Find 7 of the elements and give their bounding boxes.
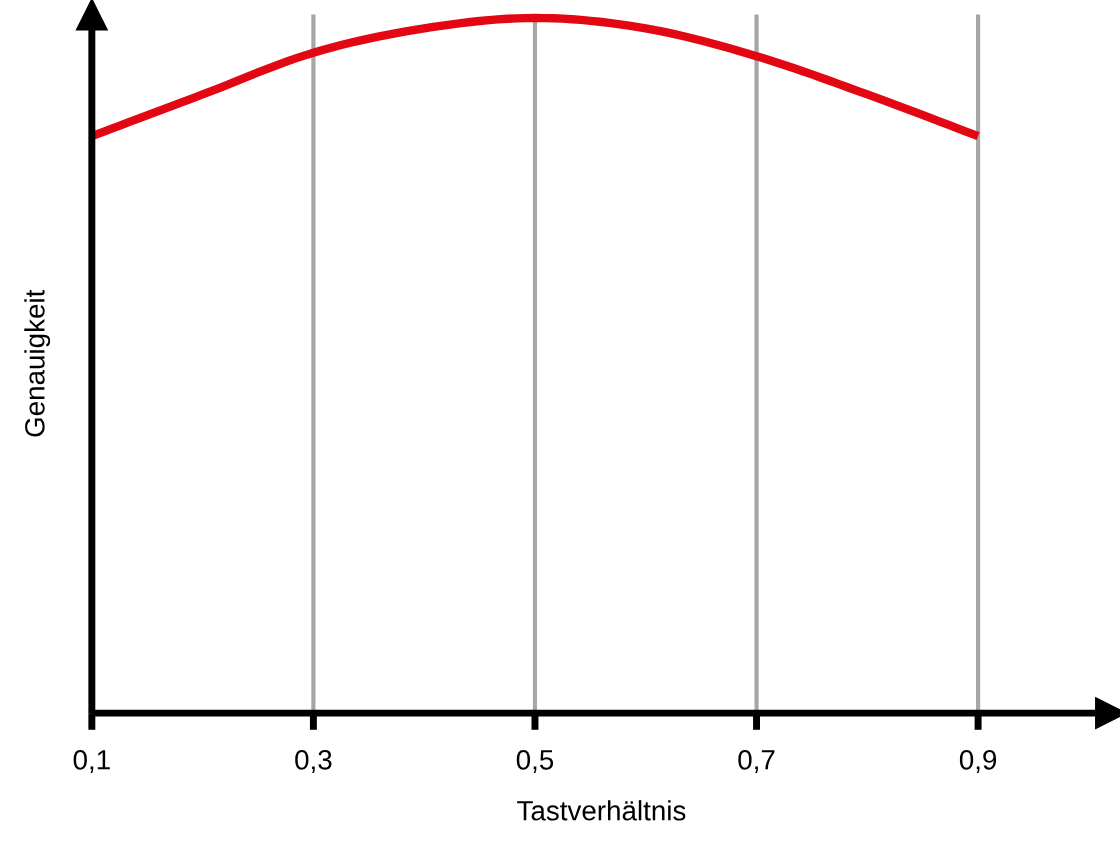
x-tick-label: 0,9 [959, 749, 997, 773]
x-tick-label: 0,1 [73, 749, 110, 773]
x-tick-label: 0,3 [295, 749, 332, 773]
x-tick-label: 0,7 [738, 749, 775, 773]
x-tick-label: 0,5 [516, 749, 554, 773]
x-axis-title: Tastverhältnis [517, 800, 686, 821]
y-axis-title: Genauigkeit [24, 289, 51, 437]
